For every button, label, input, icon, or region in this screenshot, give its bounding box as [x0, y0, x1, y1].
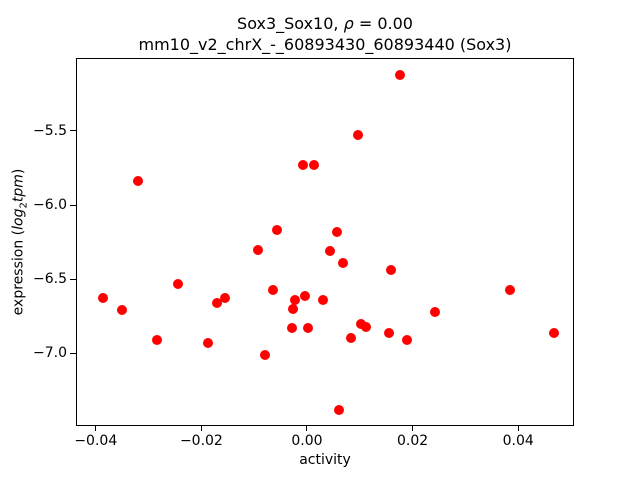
x-tick-label: −0.02 [179, 433, 223, 449]
y-tick-label: −5.5 [33, 122, 67, 139]
y-tick-mark [70, 204, 76, 206]
data-point [202, 337, 213, 348]
data-point [98, 293, 109, 304]
data-point [268, 284, 279, 295]
data-point [302, 323, 313, 334]
x-axis-label: activity [299, 452, 351, 468]
title-suffix: = 0.00 [353, 14, 413, 33]
x-tick-label: 0.04 [502, 433, 534, 449]
data-point [309, 160, 320, 171]
data-point [394, 69, 405, 80]
y-tick-label: −6.5 [33, 271, 67, 288]
data-point [332, 226, 343, 237]
x-tick-mark [517, 425, 519, 431]
data-point [252, 244, 263, 255]
data-point [317, 294, 328, 305]
y-tick-label: −7.0 [33, 345, 67, 362]
chart-title-line1: Sox3_Sox10, ρ = 0.00 [77, 13, 573, 34]
data-point [505, 284, 516, 295]
y-axis-label: expression (log2tpm) [11, 169, 30, 316]
data-point [355, 318, 366, 329]
x-tick-label: 0.00 [291, 433, 323, 449]
data-point [297, 160, 308, 171]
data-point [151, 334, 162, 345]
chart-title-line2: mm10_v2_chrX_-_60893430_60893440 (Sox3) [138, 35, 512, 54]
y-tick-mark [70, 130, 76, 132]
data-point [288, 303, 299, 314]
data-point [272, 225, 283, 236]
x-tick-mark [200, 425, 202, 431]
data-point [345, 333, 356, 344]
ylabel-log: log [10, 208, 27, 230]
x-tick-mark [95, 425, 97, 431]
data-point [116, 305, 127, 316]
title-rho-symbol: ρ [343, 14, 354, 33]
chart-title: Sox3_Sox10, ρ = 0.00 mm10_v2_chrX_-_6089… [77, 13, 573, 55]
data-point [337, 257, 348, 268]
data-point [289, 294, 300, 305]
ylabel-sub: 2 [18, 202, 30, 209]
y-tick-mark [70, 352, 76, 354]
data-point [219, 293, 230, 304]
data-point [172, 278, 183, 289]
x-tick-label: 0.02 [397, 433, 429, 449]
x-tick-mark [412, 425, 414, 431]
data-point [386, 265, 397, 276]
data-point [287, 323, 298, 334]
data-point [299, 290, 310, 301]
ylabel-prefix: expression ( [10, 229, 27, 316]
data-point [384, 327, 395, 338]
ylabel-tpm: tpm [10, 174, 27, 203]
data-point [334, 404, 345, 415]
x-tick-mark [306, 425, 308, 431]
data-point [353, 130, 364, 141]
y-tick-mark [70, 278, 76, 280]
data-point [429, 306, 440, 317]
data-point [132, 176, 143, 187]
data-point [548, 327, 559, 338]
data-point [212, 297, 223, 308]
data-point [259, 349, 270, 360]
data-point [325, 246, 336, 257]
title-prefix: Sox3_Sox10, [237, 14, 344, 33]
y-tick-label: −6.0 [33, 197, 67, 214]
ylabel-suffix: ) [10, 168, 27, 175]
data-point [402, 334, 413, 345]
x-tick-label: −0.04 [74, 433, 118, 449]
plot-area: −0.04 −0.02 0.00 0.02 0.04 −5.5 −6.0 −6.5 −7.0 [33, 58, 574, 449]
data-point [361, 321, 372, 332]
